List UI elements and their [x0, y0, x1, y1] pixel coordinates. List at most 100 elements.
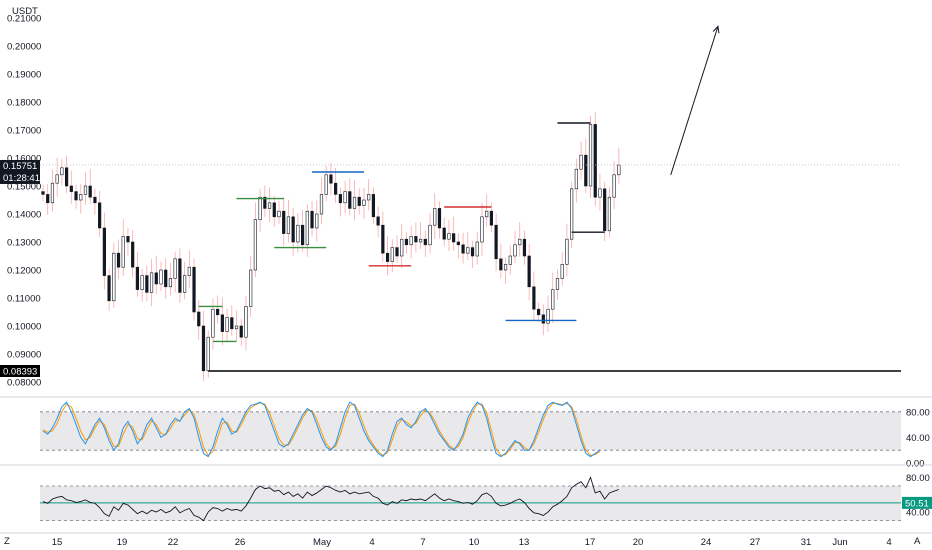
- candle-body: [267, 202, 272, 209]
- support-price-tag: 0.08393: [0, 364, 40, 377]
- stoch-tick-label: 0.00: [906, 459, 925, 470]
- candle-body: [433, 208, 437, 226]
- candle-body: [409, 236, 413, 246]
- candle-body: [452, 233, 456, 243]
- candle-body: [456, 241, 460, 246]
- candle-body: [74, 191, 78, 201]
- candle-body: [107, 275, 111, 302]
- candle-body: [541, 314, 545, 324]
- candle-body: [164, 269, 168, 288]
- candle-body: [570, 188, 574, 240]
- candle-body: [225, 317, 229, 332]
- candle-body: [102, 227, 106, 276]
- candle-body: [300, 224, 305, 246]
- candle-body: [178, 258, 182, 293]
- candle-body: [470, 247, 475, 257]
- candle-body: [41, 191, 45, 195]
- candle-body: [423, 238, 427, 246]
- candle-body: [560, 264, 564, 279]
- candle-body: [315, 213, 319, 229]
- time-tick-label: 4: [886, 537, 891, 548]
- trend-arrow-head: [712, 25, 720, 34]
- auto-scale-icon[interactable]: A: [914, 536, 921, 547]
- time-tick-label: 15: [52, 537, 63, 548]
- candle-body: [551, 289, 555, 310]
- time-tick-label: 7: [420, 537, 425, 548]
- currency-label: USDT: [12, 6, 38, 17]
- price-tick-label: 0.08000: [7, 378, 41, 389]
- candle-body: [546, 308, 550, 324]
- candle-body: [187, 266, 191, 276]
- candle-body: [362, 199, 366, 206]
- candle-body: [319, 194, 324, 215]
- rsi-series-line: [42, 476, 619, 522]
- candle-body: [159, 269, 163, 285]
- candle-body: [154, 272, 158, 285]
- candle-body: [88, 185, 92, 198]
- candle-body: [381, 224, 385, 254]
- stochastic-rsi-pane: 80.00 40.00 0.00: [40, 401, 930, 470]
- candle-body: [385, 252, 390, 262]
- candle-body: [522, 238, 527, 257]
- time-tick-label: 13: [519, 537, 530, 548]
- candle-body: [593, 124, 597, 198]
- candle-body: [485, 210, 489, 218]
- time-tick-label: 17: [585, 537, 596, 548]
- stoch-tick-label: 80.00: [906, 407, 930, 418]
- candle-body: [555, 278, 560, 290]
- time-tick-label: 4: [369, 537, 374, 548]
- time-tick-label: 22: [168, 537, 179, 548]
- candle-body: [437, 208, 442, 229]
- price-tick-label: 0.17000: [7, 126, 41, 137]
- candle-body: [69, 185, 73, 192]
- candle-body: [503, 264, 508, 271]
- rsi-value: 50.51: [905, 498, 929, 509]
- candle-body: [527, 255, 531, 288]
- rsi-tick-label: 40.00: [906, 507, 930, 518]
- rsi-value-tag: 50.51: [902, 496, 932, 509]
- candle-body: [414, 236, 418, 243]
- candle-body: [197, 311, 201, 327]
- candle-body: [140, 275, 144, 290]
- rsi-pane: 80.00 40.00: [40, 473, 930, 522]
- candle-body: [230, 317, 234, 330]
- candle-body: [286, 216, 291, 234]
- candle-body: [149, 272, 154, 293]
- stoch-tick-label: 40.00: [906, 433, 930, 444]
- candle-body: [216, 308, 220, 316]
- candle-body: [461, 244, 465, 254]
- candle-body: [617, 164, 621, 176]
- time-tick-label: May: [313, 537, 331, 548]
- zoom-icon[interactable]: Z: [4, 536, 10, 547]
- candle-body: [418, 238, 423, 243]
- candle-body: [310, 210, 314, 229]
- candle-body: [612, 174, 616, 198]
- candle-body: [272, 202, 276, 218]
- candle-body: [508, 255, 512, 265]
- time-tick-label: 27: [750, 537, 761, 548]
- candle-body: [489, 210, 494, 226]
- candle-body: [192, 266, 196, 313]
- candle-body: [145, 275, 149, 293]
- candle-body: [263, 196, 267, 209]
- candle-body: [46, 194, 50, 204]
- time-tick-label: Jun: [832, 537, 847, 548]
- candle-body: [442, 227, 446, 240]
- candle-body: [135, 266, 140, 290]
- candle-body: [305, 210, 309, 246]
- candle-body: [603, 188, 607, 232]
- candle-body: [584, 154, 588, 187]
- candle-body: [565, 238, 569, 265]
- candle-body: [220, 314, 224, 332]
- time-axis[interactable]: 15 19 22 26 May 4 7 10 13 17 20 24 27 31 Jun 4: [52, 537, 892, 548]
- candle-body: [447, 233, 451, 240]
- candle-body: [371, 194, 376, 218]
- candle-body: [376, 216, 380, 226]
- price-tick-label: 0.10000: [7, 322, 41, 333]
- last-price-tag: 0.15751 01:28:41: [0, 159, 40, 184]
- candle-body: [607, 196, 611, 232]
- candle-body: [343, 191, 347, 204]
- candle-body: [282, 210, 286, 234]
- time-tick-label: 19: [117, 537, 128, 548]
